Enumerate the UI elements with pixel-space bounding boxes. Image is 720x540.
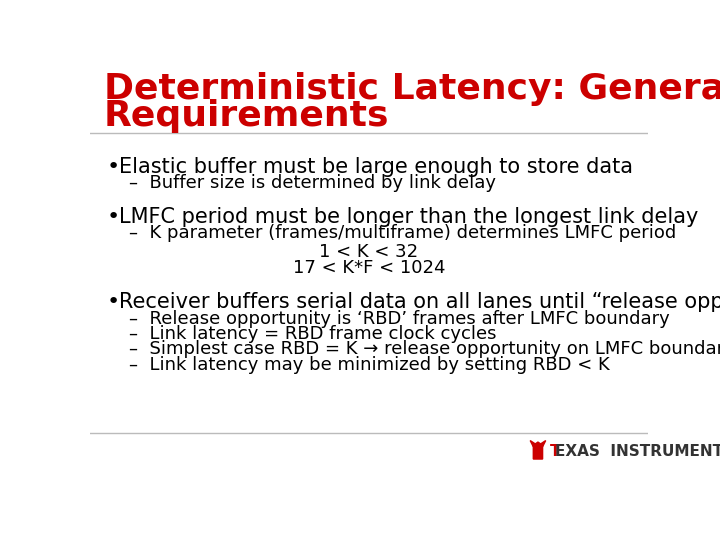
- Text: –  Simplest case RBD = K → release opportunity on LMFC boundary: – Simplest case RBD = K → release opport…: [129, 340, 720, 359]
- Text: Receiver buffers serial data on all lanes until “release opportunity”: Receiver buffers serial data on all lane…: [120, 292, 720, 312]
- Text: LMFC period must be longer than the longest link delay: LMFC period must be longer than the long…: [120, 207, 699, 227]
- Text: Elastic buffer must be large enough to store data: Elastic buffer must be large enough to s…: [120, 157, 634, 177]
- Text: •: •: [107, 292, 120, 312]
- Text: 17 < K*F < 1024: 17 < K*F < 1024: [293, 259, 445, 277]
- Text: –  Release opportunity is ‘RBD’ frames after LMFC boundary: – Release opportunity is ‘RBD’ frames af…: [129, 309, 670, 328]
- Text: Deterministic Latency: General: Deterministic Latency: General: [104, 72, 720, 106]
- Polygon shape: [534, 442, 543, 459]
- Text: –  Link latency may be minimized by setting RBD < K: – Link latency may be minimized by setti…: [129, 356, 610, 374]
- Text: Requirements: Requirements: [104, 99, 390, 133]
- Text: •: •: [107, 207, 120, 227]
- Polygon shape: [530, 441, 535, 447]
- Text: –  Link latency = RBD frame clock cycles: – Link latency = RBD frame clock cycles: [129, 325, 496, 343]
- Text: •: •: [107, 157, 120, 177]
- Text: EXAS  INSTRUMENTS: EXAS INSTRUMENTS: [555, 444, 720, 459]
- Text: T: T: [550, 444, 561, 459]
- Text: –  K parameter (frames/multiframe) determines LMFC period: – K parameter (frames/multiframe) determ…: [129, 224, 676, 242]
- Polygon shape: [541, 441, 546, 447]
- Text: 1 < K < 32: 1 < K < 32: [320, 244, 418, 261]
- Text: –  Buffer size is determined by link delay: – Buffer size is determined by link dela…: [129, 174, 496, 192]
